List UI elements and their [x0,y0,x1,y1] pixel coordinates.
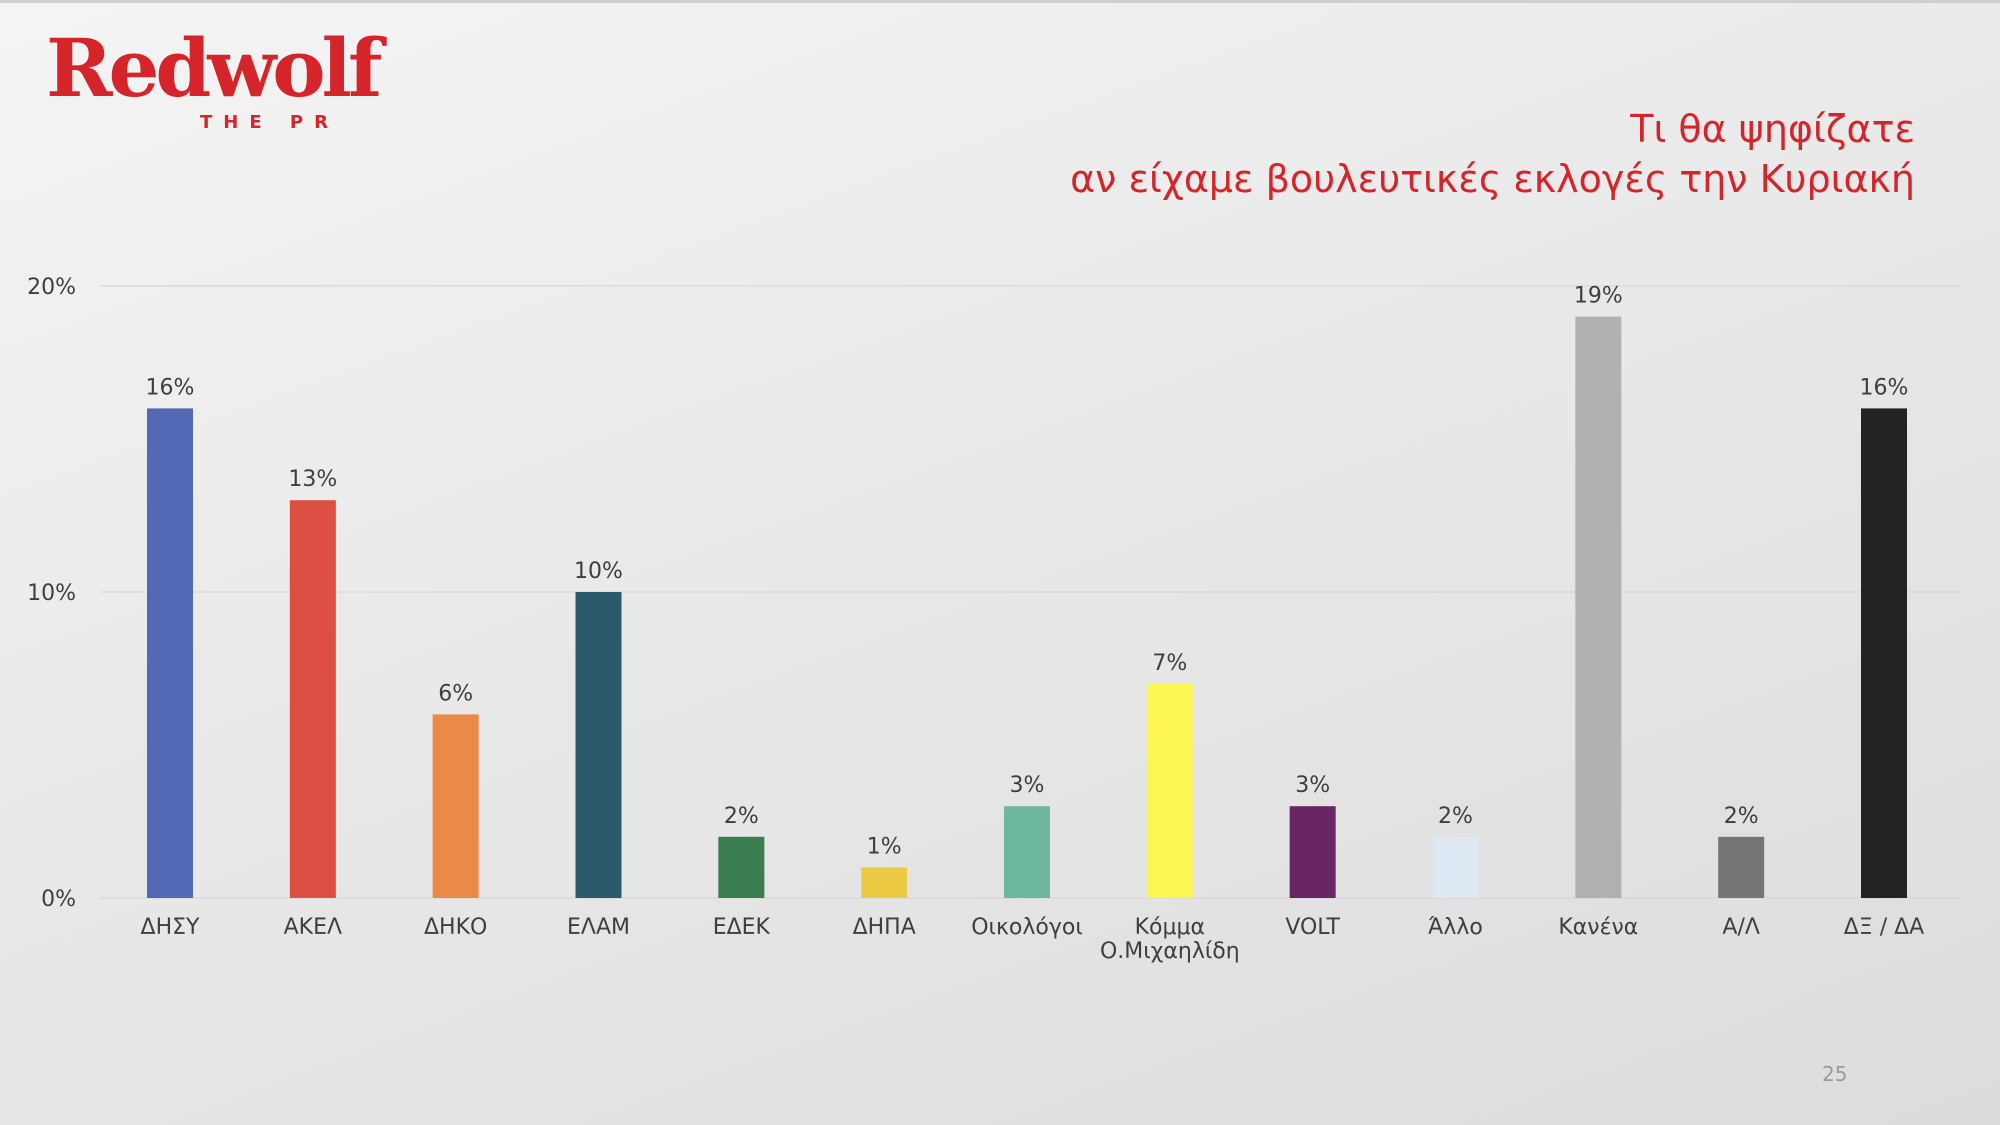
bar-0 [147,408,193,898]
x-tick-label-7-line-1: Ο.Μιχαηλίδη [1100,939,1240,964]
x-tick-label-5: ΔΗΠΑ [853,915,916,940]
data-label-8: 3% [1295,773,1330,798]
redwolf-logo: Redwolf THE PR [46,28,382,138]
x-tick-label-10: Κανένα [1558,915,1638,940]
data-label-7: 7% [1152,651,1187,676]
top-border [0,0,2000,3]
y-tick-label-1: 10% [27,581,76,606]
bar-1 [289,500,336,898]
chart-title-line-2: αν είχαμε βουλευτικές εκλογές την Κυριακ… [1070,157,1915,201]
logo-tagline: THE PR [200,112,339,133]
data-label-11: 2% [1724,804,1759,829]
bar-12 [1861,408,1907,898]
bar-11 [1718,836,1765,898]
x-tick-label-0: ΔΗΣΥ [141,915,200,940]
bar-3 [575,592,622,898]
data-label-9: 2% [1438,804,1473,829]
bar-5 [861,867,908,898]
y-tick-label-2: 20% [27,275,76,300]
x-tick-label-0-line-0: ΔΗΣΥ [141,915,200,940]
data-label-1: 13% [288,467,337,492]
logo-text: Redwolf [46,21,382,115]
x-tick-label-6: Οικολόγοι [971,915,1083,940]
data-label-12: 16% [1860,375,1909,400]
x-tick-label-9: Άλλο [1428,915,1483,940]
y-tick-label-0: 0% [41,887,76,912]
data-label-2: 6% [438,681,473,706]
data-label-4: 2% [724,804,759,829]
x-tick-label-12-line-0: ΔΞ / ΔΑ [1844,915,1924,940]
x-tick-label-2-line-0: ΔΗΚΟ [424,915,487,940]
x-tick-label-2: ΔΗΚΟ [424,915,487,940]
bar-7 [1146,683,1193,898]
x-tick-label-7: Κόμμα Ο.Μιχαηλίδη [1100,915,1240,964]
data-label-6: 3% [1010,773,1045,798]
x-tick-label-3: ΕΛΑΜ [567,915,630,940]
bar-10 [1575,316,1622,899]
x-tick-label-8-line-0: VOLT [1285,915,1340,940]
data-label-10: 19% [1574,284,1623,309]
data-label-5: 1% [867,834,902,859]
x-tick-label-6-line-0: Οικολόγοι [971,915,1083,940]
chart-title-line-1: Τι θα ψηφίζατε [1630,107,1915,151]
data-label-3: 10% [574,559,623,584]
x-tick-label-3-line-0: ΕΛΑΜ [567,915,630,940]
bar-2 [432,714,479,898]
bar-9 [1432,836,1479,898]
x-tick-label-8: VOLT [1285,915,1340,940]
x-tick-label-11: Α/Λ [1722,915,1760,940]
chart-title: Τι θα ψηφίζατε αν είχαμε βουλευτικές εκλ… [1070,104,1915,204]
bar-8 [1289,806,1336,898]
x-tick-label-9-line-0: Άλλο [1428,915,1483,940]
x-tick-label-11-line-0: Α/Λ [1722,915,1760,940]
x-tick-label-5-line-0: ΔΗΠΑ [853,915,916,940]
bar-6 [1004,806,1050,898]
x-tick-label-1: ΑΚΕΛ [284,915,342,940]
bar-4 [718,836,765,898]
x-tick-label-4: ΕΔΕΚ [713,915,771,940]
x-tick-label-10-line-0: Κανένα [1558,915,1638,940]
x-tick-label-4-line-0: ΕΔΕΚ [713,915,771,940]
page-number: 25 [1822,1062,1848,1086]
x-tick-label-7-line-0: Κόμμα [1135,915,1205,940]
x-tick-label-1-line-0: ΑΚΕΛ [284,915,342,940]
data-label-0: 16% [146,375,195,400]
x-tick-label-12: ΔΞ / ΔΑ [1844,915,1924,940]
